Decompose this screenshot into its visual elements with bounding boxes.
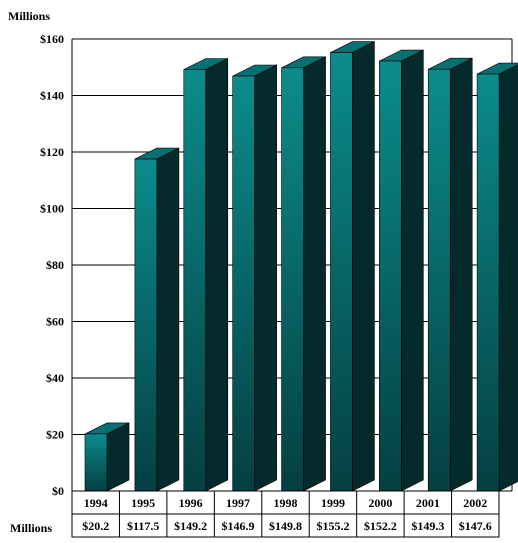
bar-front [281,67,304,492]
table-row-label: Millions [10,521,52,535]
bar-front [330,52,353,492]
y-tick-label: $100 [40,202,64,216]
bar [84,422,130,492]
y-tick-label: $0 [52,484,64,498]
y-tick-label: $60 [46,315,64,329]
y-tick-label: $140 [40,89,64,103]
bar-side [401,49,424,492]
bar-side [254,64,277,492]
y-unit-label: Millions [8,9,50,23]
x-category-label: 1995 [131,496,155,510]
table-value-cell: $149.2 [174,519,207,533]
x-category-label: 1998 [274,496,298,510]
bars [84,41,518,492]
bar-side [303,56,326,492]
table-value-cell: $117.5 [127,519,159,533]
table-value-cell: $146.9 [222,519,255,533]
bar [183,58,229,492]
bar [232,64,277,492]
bar-side [352,41,375,492]
bar [281,56,326,492]
bar-side [156,147,180,492]
bar [476,62,518,492]
y-tick-label: $160 [40,32,64,46]
bar-front [232,75,255,492]
bar-side [449,57,473,492]
bar-front [379,60,402,492]
bar-side [205,58,229,492]
table-value-cell: $149.3 [411,519,444,533]
x-category-label: 1999 [321,496,345,510]
x-category-label: 1997 [226,496,250,510]
bar-front [134,158,158,492]
table-value-cell: $155.2 [316,519,349,533]
y-tick-label: $20 [46,428,64,442]
bar-front [427,68,451,492]
x-category-label: 1996 [179,496,203,510]
bar-side [106,422,130,492]
y-tick-label: $120 [40,145,64,159]
bar [379,49,424,492]
bar-side [498,64,518,492]
table-value-cell: $149.8 [269,519,302,533]
table-value-cell: $152.2 [364,519,397,533]
data-table: 1994 $20.2 1995 $117.5 1996 $149.2 1997 $146.9 1… [71,490,500,538]
table-value-cell: $20.2 [82,519,109,533]
x-category-label: 2000 [368,496,392,510]
bar [427,57,473,492]
x-category-label: 2002 [463,496,487,510]
table-value-cell: $147.6 [459,519,492,533]
y-tick-label: $80 [46,258,64,272]
bar [134,147,180,492]
bar-front [84,433,108,492]
bar [330,41,375,492]
x-category-label: 2001 [416,496,440,510]
bar-front [183,69,207,492]
bar-front [476,73,500,492]
y-axis-ticks: $0 $20 $40 $60 $80 $100 $120 $140 $160 [40,32,64,498]
y-tick-label: $40 [46,371,64,385]
x-category-label: 1994 [84,496,108,510]
